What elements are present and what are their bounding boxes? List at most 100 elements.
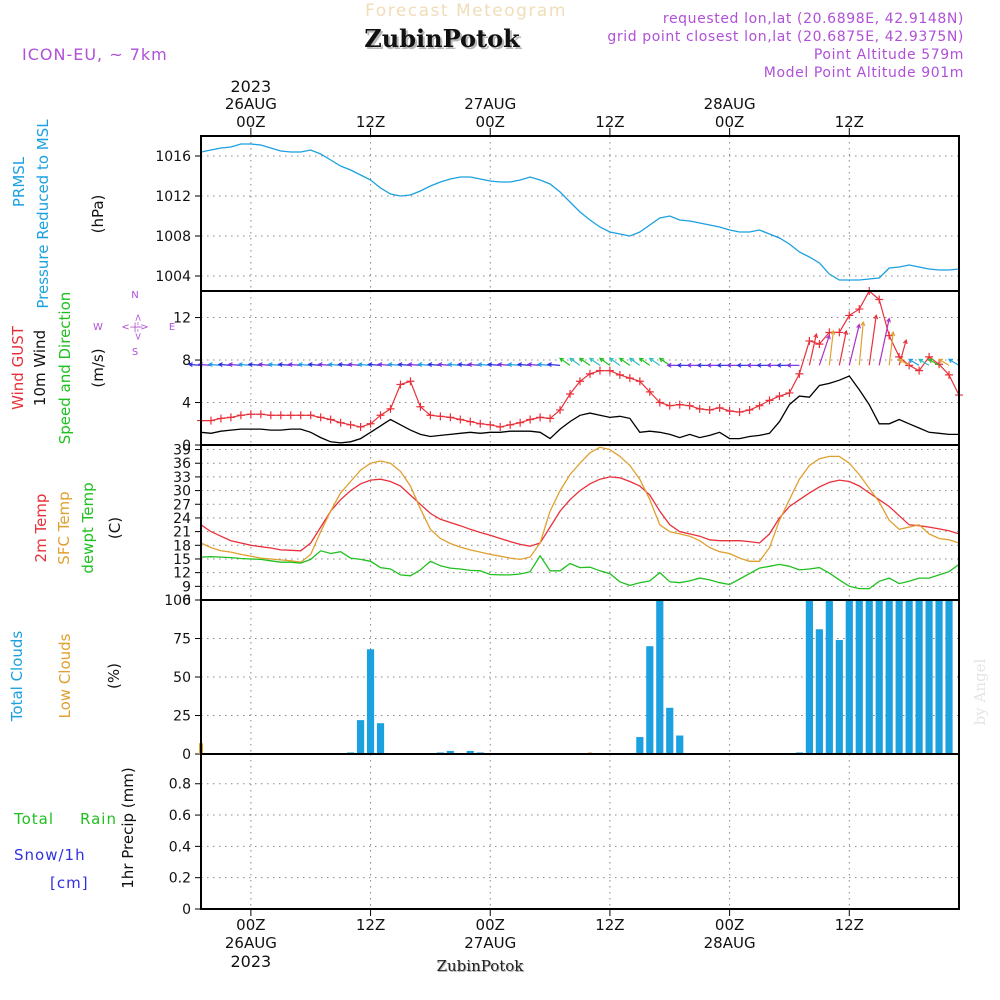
wind-direction-arrow — [438, 363, 451, 366]
requested-coords: requested lon,lat (20.6898E, 42.9148N) — [663, 11, 964, 27]
wind-gust-marker — [585, 369, 594, 378]
clouds-ytick-label: 100 — [164, 593, 191, 609]
compass-ns-arrow: <-|-> — [132, 313, 143, 340]
pressure-ytick-label: 1012 — [155, 189, 191, 205]
wind-gust-marker — [685, 401, 694, 410]
top-hour-label: 00Z — [476, 113, 505, 131]
wind-speed-line — [200, 375, 959, 444]
dewpt-line — [200, 550, 960, 590]
wind-gust-marker — [546, 414, 555, 423]
wind-direction-arrow — [408, 363, 421, 366]
top-hour-label: 12Z — [835, 113, 864, 131]
temp-ytick-label: 27 — [173, 497, 191, 513]
wind-arrow-head — [546, 362, 552, 368]
clouds-ytick-label: 75 — [173, 632, 191, 648]
wind-gust-marker — [376, 411, 385, 420]
wind-ytick-label: 12 — [173, 311, 191, 327]
wind-gust-label: Wind GUST — [9, 325, 27, 410]
wind-direction-arrow — [448, 363, 461, 366]
wind-arrow-head — [297, 362, 303, 368]
wind-gust-marker — [725, 407, 734, 416]
wind-arrow-head — [588, 357, 594, 363]
wind-direction-arrow — [878, 318, 890, 366]
wind-arrow-head — [377, 362, 383, 368]
pressure-ytick-label: 1016 — [155, 149, 191, 165]
temp-ytick-label: 12 — [173, 566, 191, 582]
total-cloud-bar — [815, 629, 823, 754]
total-cloud-bar — [875, 600, 883, 754]
total-cloud-bar — [376, 723, 385, 754]
wind-direction-arrow — [488, 363, 501, 366]
precip-snow-unit-label: [cm] — [50, 874, 89, 892]
wind-arrow-head — [618, 357, 624, 363]
wind-direction-arrow — [619, 357, 631, 366]
wind-gust-marker — [715, 403, 724, 412]
pressure-panel: 1016 1012 1008 1004 — [155, 135, 960, 292]
temp-dewpt-label: dewpt Temp — [79, 482, 97, 573]
wind-panel-labels: Wind GUST 10m Wind Speed and Direction (… — [9, 292, 107, 445]
wind-direction-arrow — [188, 363, 202, 366]
closest-coords: grid point closest lon,lat (20.6875E, 42… — [607, 29, 964, 45]
wind-direction-arrow — [639, 357, 651, 366]
wind-arrow-head — [568, 357, 575, 363]
wind-gust-marker — [316, 413, 325, 422]
wind-gust-marker — [605, 366, 614, 375]
total-cloud-bar — [905, 600, 913, 754]
wind-gust-marker — [536, 413, 545, 422]
wind-direction-arrow — [589, 357, 601, 366]
total-cloud-bar — [676, 735, 684, 754]
wind-arrow-head — [927, 358, 934, 364]
compass-w: W — [93, 322, 103, 333]
wind-gust-marker — [446, 413, 455, 422]
wind-arrow-head — [427, 362, 433, 368]
wind-gust-marker — [466, 417, 475, 426]
wind-arrow-head — [526, 362, 533, 368]
pressure-ytick-label: 1008 — [155, 229, 191, 245]
wind-gust-marker — [765, 396, 774, 405]
total-cloud-bar — [935, 600, 943, 754]
wind-arrow-head — [918, 358, 924, 364]
wind-gust-marker — [875, 295, 884, 304]
wind-arrow-head — [776, 362, 782, 368]
total-cloud-bar — [925, 600, 933, 754]
wind-direction-arrow — [508, 363, 521, 366]
pressure-frame — [200, 135, 960, 292]
wind-arrow-head — [648, 357, 654, 363]
precip-ytick-label: 0 — [182, 902, 191, 918]
wind-gust-marker — [625, 374, 634, 383]
top-year-label: 2023 — [231, 77, 272, 96]
wind-direction-arrow — [908, 358, 920, 366]
wind-arrow-head — [187, 362, 193, 368]
bottom-hour-label: 12Z — [595, 916, 624, 934]
wind-gust-marker — [226, 413, 235, 422]
location-shadow: ZubinPotok — [366, 26, 523, 55]
wind-direction-arrow — [278, 363, 291, 366]
wind-arrow-head — [813, 332, 819, 339]
cloud-panel-labels: Total Clouds Low Clouds (%) — [8, 631, 123, 723]
top-hour-label: 00Z — [236, 113, 265, 131]
wind-gust-marker — [675, 400, 684, 409]
wind-arrow-head — [908, 358, 914, 364]
wind-gust-marker — [645, 387, 654, 396]
bottom-day-label: 27AUG — [464, 934, 516, 952]
wind-gust-marker — [256, 410, 265, 419]
wind-direction-arrow — [579, 357, 591, 366]
temp-ytick-label: 24 — [173, 511, 191, 527]
wind-gust-marker — [326, 415, 335, 424]
temp-sfc-label: SFC Temp — [55, 491, 73, 564]
wind-arrow-head — [267, 362, 273, 368]
wind-gust-marker — [526, 415, 535, 424]
wind-ytick-label: 0 — [182, 438, 191, 454]
wind-direction-arrow — [248, 363, 261, 366]
clouds-panel: 100 75 50 25 0 — [164, 593, 960, 763]
wind-arrow-head — [217, 362, 223, 368]
wind-gust-marker — [785, 388, 794, 397]
temp-2m-line — [200, 476, 960, 552]
wind-gust-marker — [885, 331, 894, 340]
total-cloud-bar — [466, 750, 474, 754]
prmsl-label: PRMSL — [10, 156, 28, 207]
wind-gust-marker — [745, 405, 754, 414]
top-hour-label: 12Z — [595, 113, 624, 131]
location-title: ZubinPotok — [364, 24, 521, 53]
wind-gust-marker — [206, 416, 215, 425]
